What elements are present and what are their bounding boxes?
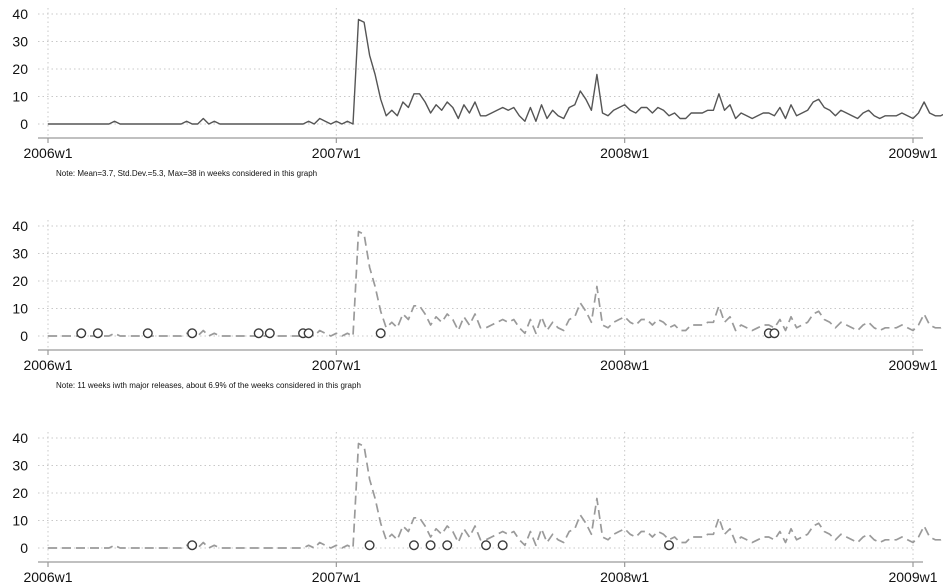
chart-note: Note: Mean=3.7, Std.Dev.=5.3, Max=38 in …	[56, 169, 317, 178]
y-tick-label: 10	[12, 301, 28, 317]
x-tick-label: 2008w1	[600, 569, 649, 582]
release-marker	[408, 540, 419, 551]
x-tick-label: 2007w1	[312, 569, 361, 582]
y-tick-label: 10	[12, 513, 28, 529]
series-line	[48, 18, 943, 125]
release-marker	[664, 540, 675, 551]
chart-panel-1: 0 10 20 30 40 2006w1 2007w1 2008w1 2009w1 Note: M…	[12, 6, 943, 178]
release-marker	[76, 328, 87, 339]
x-tick-label: 2006w1	[23, 145, 72, 161]
x-tick-label: 2007w1	[312, 145, 361, 161]
y-tick-label: 30	[12, 246, 28, 262]
release-marker	[142, 328, 153, 339]
x-tick-label: 2007w1	[312, 357, 361, 373]
release-marker	[187, 540, 198, 551]
release-marker	[303, 328, 314, 339]
x-tick-label: 2009w1	[888, 357, 937, 373]
x-tick-label: 2009w1	[888, 569, 937, 582]
release-marker	[375, 328, 386, 339]
y-tick-label: 20	[12, 61, 28, 77]
y-tick-label: 40	[12, 430, 28, 446]
x-tick-label: 2006w1	[23, 357, 72, 373]
release-marker	[264, 328, 275, 339]
x-tick-label: 2008w1	[600, 357, 649, 373]
release-marker	[364, 540, 375, 551]
release-marker	[92, 328, 103, 339]
series-line	[48, 230, 943, 337]
chart-panel-3: 0 10 20 30 40 2006w1 2007w1 2008w1 2009w1	[12, 430, 943, 582]
release-marker	[253, 328, 264, 339]
chart-note: Note: 11 weeks iwth major releases, abou…	[56, 381, 361, 390]
release-marker	[481, 540, 492, 551]
release-marker	[442, 540, 453, 551]
release-marker	[187, 328, 198, 339]
release-marker	[769, 328, 780, 339]
y-tick-label: 40	[12, 218, 28, 234]
release-marker	[425, 540, 436, 551]
series-line	[48, 442, 943, 549]
x-tick-label: 2006w1	[23, 569, 72, 582]
release-marker	[497, 540, 508, 551]
y-tick-label: 0	[20, 116, 28, 132]
y-tick-label: 0	[20, 540, 28, 556]
x-tick-label: 2008w1	[600, 145, 649, 161]
y-tick-label: 20	[12, 273, 28, 289]
y-tick-label: 30	[12, 458, 28, 474]
y-tick-label: 30	[12, 34, 28, 50]
chart-panel-2: 0 10 20 30 40 2006w1 2007w1 2008w1 2009w1 Note: 1…	[12, 218, 943, 390]
y-tick-label: 40	[12, 6, 28, 22]
y-tick-label: 0	[20, 328, 28, 344]
y-tick-label: 10	[12, 89, 28, 105]
x-tick-label: 2009w1	[888, 145, 937, 161]
y-tick-label: 20	[12, 485, 28, 501]
